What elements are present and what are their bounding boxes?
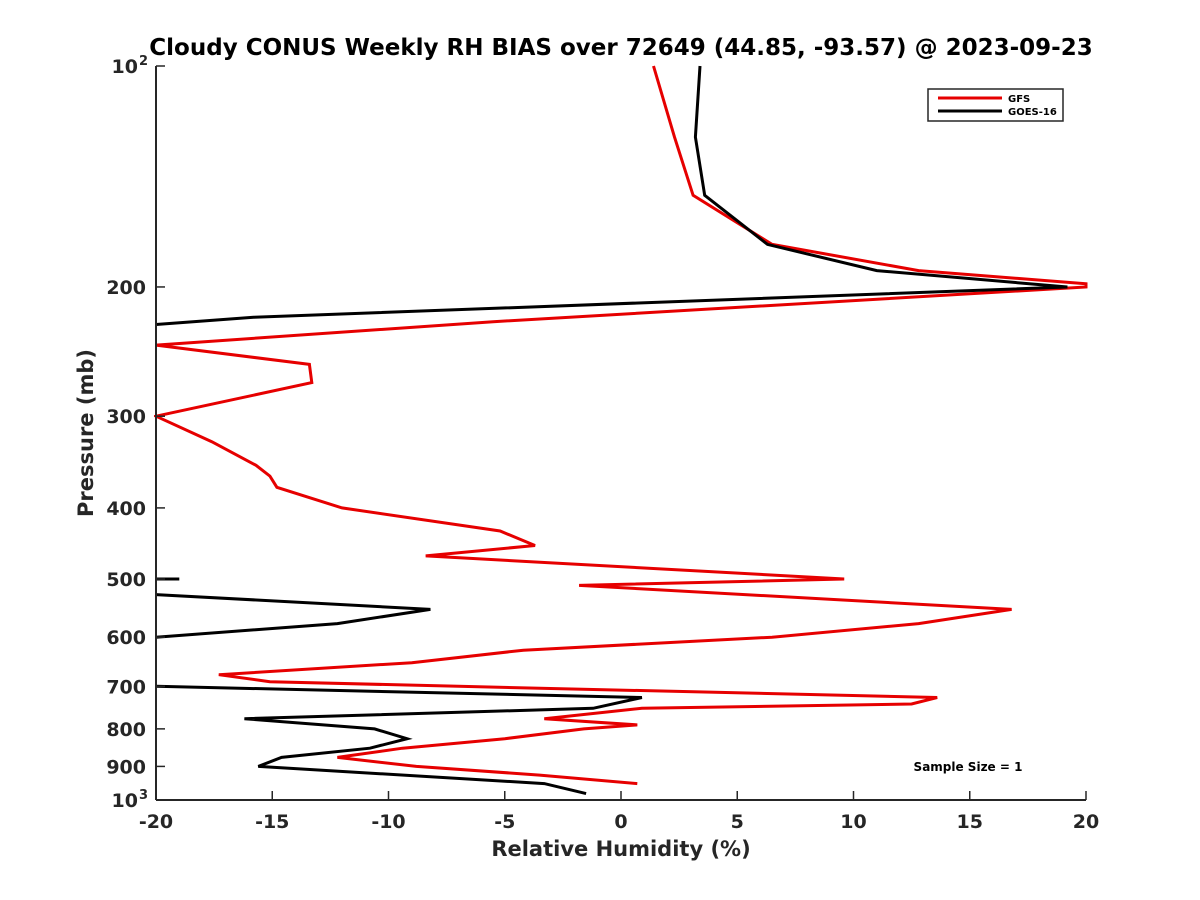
x-ticks: -20 -15 -10 -5 0 5 10 15 20 (139, 791, 1099, 833)
x-tick-label: 10 (840, 811, 866, 833)
series-line-gfs (154, 65, 1088, 786)
series-line-goes-16 (155, 65, 1068, 326)
y-tick-label: 500 (106, 569, 146, 591)
y-tick-exponent: 2 (139, 54, 148, 69)
series-layer (154, 65, 1088, 796)
legend-label: GOES-16 (1008, 107, 1057, 118)
y-axis-label: Pressure (mb) (74, 349, 98, 517)
x-tick-label: -20 (139, 811, 173, 833)
chart-title: Cloudy CONUS Weekly RH BIAS over 72649 (… (149, 35, 1092, 61)
y-tick-exponent: 3 (139, 788, 148, 803)
legend-label: GFS (1008, 94, 1030, 105)
x-tick-label: 5 (731, 811, 744, 833)
y-tick-label: 300 (106, 406, 146, 428)
legend-box (927, 88, 1064, 122)
y-tick-label: 10 (112, 56, 138, 78)
series-line-goes-16 (155, 684, 643, 796)
x-tick-label: -5 (494, 811, 515, 833)
x-tick-label: 20 (1073, 811, 1099, 833)
x-tick-label: 0 (614, 811, 627, 833)
legend: GFS GOES-16 (927, 88, 1064, 122)
plot-background (156, 66, 1086, 800)
x-tick-label: -15 (255, 811, 289, 833)
y-tick-label: 400 (106, 498, 146, 520)
plot-area: -20 -15 -10 -5 0 5 10 15 20 10 220030040050060070… (106, 54, 1099, 833)
legend-items: GFS GOES-16 (938, 94, 1057, 118)
y-tick-label: 800 (106, 719, 146, 741)
y-tick-label: 700 (106, 676, 146, 698)
y-tick-label: 900 (106, 756, 146, 778)
x-axis-label: Relative Humidity (%) (491, 837, 750, 861)
x-tick-label: 15 (957, 811, 983, 833)
series-line-goes-16 (155, 593, 431, 639)
y-tick-label: 10 (112, 790, 138, 812)
sample-size-annotation: Sample Size = 1 (914, 760, 1023, 774)
y-tick-label: 600 (106, 627, 146, 649)
y-tick-label: 200 (106, 277, 146, 299)
x-tick-label: -10 (371, 811, 405, 833)
